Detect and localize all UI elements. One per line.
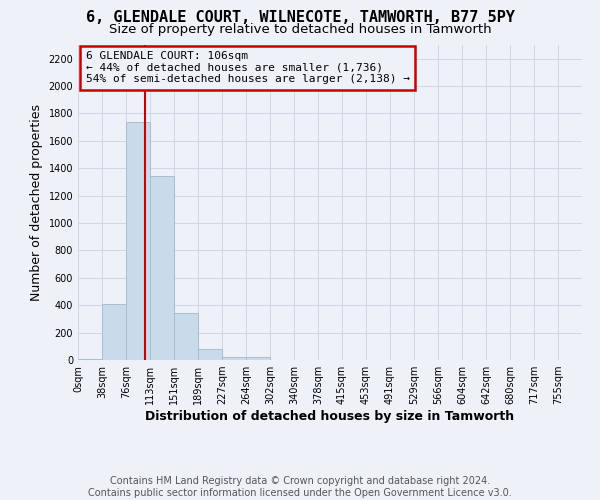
X-axis label: Distribution of detached houses by size in Tamworth: Distribution of detached houses by size … xyxy=(145,410,515,423)
Text: 6 GLENDALE COURT: 106sqm
← 44% of detached houses are smaller (1,736)
54% of sem: 6 GLENDALE COURT: 106sqm ← 44% of detach… xyxy=(86,52,410,84)
Text: Size of property relative to detached houses in Tamworth: Size of property relative to detached ho… xyxy=(109,22,491,36)
Bar xyxy=(198,349,222,360)
Bar xyxy=(150,176,174,360)
Y-axis label: Number of detached properties: Number of detached properties xyxy=(30,104,43,301)
Bar xyxy=(174,314,198,360)
Bar xyxy=(222,356,246,360)
Text: 6, GLENDALE COURT, WILNECOTE, TAMWORTH, B77 5PY: 6, GLENDALE COURT, WILNECOTE, TAMWORTH, … xyxy=(86,10,514,25)
Bar xyxy=(78,358,102,360)
Text: Contains HM Land Registry data © Crown copyright and database right 2024.
Contai: Contains HM Land Registry data © Crown c… xyxy=(88,476,512,498)
Bar xyxy=(246,358,270,360)
Bar xyxy=(102,304,126,360)
Bar xyxy=(126,122,150,360)
